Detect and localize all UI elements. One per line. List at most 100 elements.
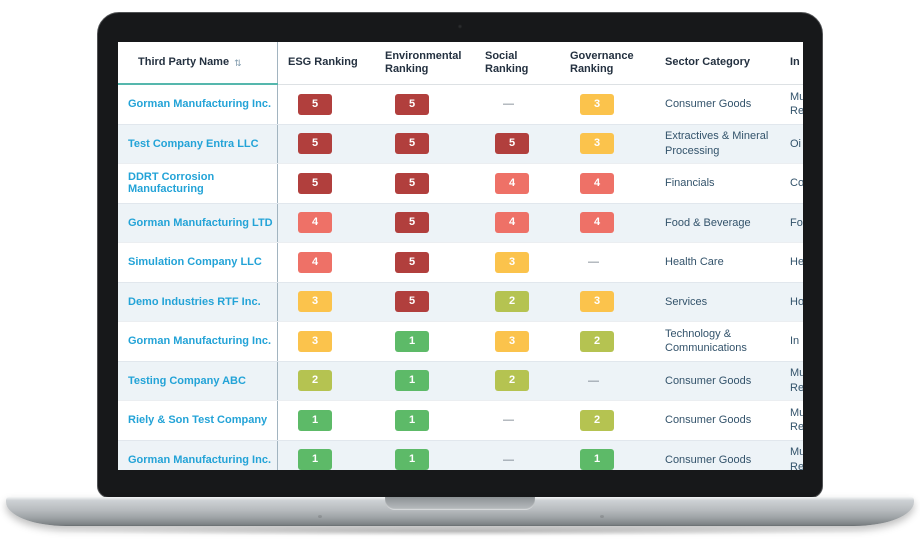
base-screw-dot	[318, 515, 322, 518]
social-ranking-cell: 3	[475, 330, 560, 352]
third-party-name-link[interactable]: Simulation Company LLC	[128, 256, 262, 269]
industry-text: Mu Re	[790, 367, 803, 394]
environmental-ranking-cell: 5	[375, 133, 475, 155]
industry-cell: Fo	[780, 216, 803, 230]
rank-badge: 5	[495, 133, 529, 155]
third-party-name-link[interactable]: Gorman Manufacturing LTD	[128, 216, 273, 229]
sector-category-cell: Extractives & Mineral Processing	[655, 129, 780, 158]
column-header-sector-category[interactable]: Sector Category	[665, 56, 750, 69]
rank-badge: 3	[495, 251, 529, 273]
sector-category-cell: Consumer Goods	[655, 374, 780, 388]
sector-category-cell: Consumer Goods	[655, 413, 780, 427]
esg-ranking-cell: 4	[278, 251, 375, 273]
esg-ranking-cell: 1	[278, 449, 375, 470]
industry-text: Mu Re	[790, 446, 803, 470]
sector-category-text: Services	[665, 295, 708, 308]
rank-badge: 4	[580, 172, 614, 194]
industry-cell: In	[780, 334, 803, 348]
third-party-name-link[interactable]: Gorman Manufacturing Inc.	[128, 453, 272, 466]
social-ranking-cell: 2	[475, 291, 560, 313]
social-ranking-cell: 5	[475, 133, 560, 155]
sector-category-cell: Services	[655, 295, 780, 309]
third-party-name-link[interactable]: Gorman Manufacturing Inc.	[128, 98, 272, 111]
rank-badge: 2	[495, 291, 529, 313]
industry-text: Fo	[790, 216, 803, 229]
industry-cell: Oi	[780, 137, 803, 151]
rank-badge: 2	[298, 370, 332, 392]
industry-cell: Mu Re	[780, 90, 803, 119]
industry-text: Mu Re	[790, 90, 803, 118]
social-ranking-cell: 4	[475, 212, 560, 234]
rank-badge: 5	[298, 93, 332, 115]
environmental-ranking-cell: 1	[375, 409, 475, 431]
esg-ranking-cell: 3	[278, 291, 375, 313]
rank-badge: 1	[395, 449, 429, 470]
esg-ranking-cell: 1	[278, 409, 375, 431]
no-rank-dash: —	[503, 414, 514, 427]
rank-badge: 1	[298, 449, 332, 470]
column-header-governance-ranking[interactable]: Governance Ranking	[570, 49, 634, 75]
column-header-third-party-name[interactable]: Third Party Name ⇅	[118, 42, 278, 84]
third-party-name-cell: Demo Industries RTF Inc.	[118, 282, 278, 321]
column-header-industry[interactable]: In	[790, 56, 800, 69]
rank-badge: 4	[495, 172, 529, 194]
third-party-name-link[interactable]: Riely & Son Test Company	[128, 414, 268, 427]
sector-category-text: Technology & Communications	[665, 327, 747, 355]
sector-category-text: Consumer Goods	[665, 414, 752, 427]
third-party-name-link[interactable]: Gorman Manufacturing Inc.	[128, 335, 272, 348]
environmental-ranking-cell: 1	[375, 449, 475, 470]
third-party-name-cell: Gorman Manufacturing Inc.	[118, 85, 278, 124]
screen-content: Third Party Name ⇅ ESG Ranking Environme…	[118, 42, 803, 470]
esg-ranking-cell: 5	[278, 93, 375, 115]
third-party-name-link[interactable]: Testing Company ABC	[128, 374, 246, 387]
rank-badge: 1	[395, 330, 429, 352]
third-party-name-cell: Riely & Son Test Company	[118, 401, 278, 440]
esg-ranking-cell: 4	[278, 212, 375, 234]
social-ranking-cell: —	[475, 98, 560, 110]
table-row: Gorman Manufacturing Inc. 3 1 3 2 Techno…	[118, 321, 803, 361]
social-ranking-cell: 4	[475, 172, 560, 194]
rank-badge: 3	[298, 291, 332, 313]
industry-text: Oi	[790, 137, 801, 150]
rank-badge: 5	[395, 291, 429, 313]
table-row: DDRT Corrosion Manufacturing 5 5 4 4 Fin…	[118, 163, 803, 203]
industry-text: Mu Re	[790, 406, 803, 434]
column-header-social-ranking[interactable]: Social Ranking	[485, 49, 529, 75]
industry-text: Ho	[790, 295, 803, 308]
industry-text: He	[790, 256, 803, 269]
sort-icon[interactable]: ⇅	[234, 57, 242, 68]
governance-ranking-cell: 3	[560, 93, 655, 115]
third-party-name-link[interactable]: Demo Industries RTF Inc.	[128, 295, 261, 308]
sector-category-text: Consumer Goods	[665, 453, 752, 466]
no-rank-dash: —	[588, 256, 599, 269]
column-header-esg-ranking[interactable]: ESG Ranking	[288, 56, 358, 69]
table-header-row: Third Party Name ⇅ ESG Ranking Environme…	[118, 42, 803, 85]
webcam-icon	[457, 24, 463, 29]
table-row: Demo Industries RTF Inc. 3 5 2 3 Service…	[118, 281, 803, 321]
environmental-ranking-cell: 1	[375, 330, 475, 352]
column-header-environmental-ranking[interactable]: Environmental Ranking	[385, 49, 462, 75]
rank-badge: 4	[298, 212, 332, 234]
rank-badge: 4	[580, 212, 614, 234]
environmental-ranking-cell: 5	[375, 291, 475, 313]
third-party-name-cell: Test Company Entra LLC	[118, 124, 278, 163]
third-party-name-cell: DDRT Corrosion Manufacturing	[118, 164, 278, 203]
governance-ranking-cell: —	[560, 375, 655, 387]
rank-badge: 3	[580, 133, 614, 155]
rank-badge: 4	[495, 212, 529, 234]
governance-ranking-cell: 2	[560, 409, 655, 431]
esg-ranking-cell: 2	[278, 370, 375, 392]
industry-cell: Mu Re	[780, 445, 803, 470]
esg-ranking-table: Third Party Name ⇅ ESG Ranking Environme…	[118, 42, 803, 470]
sector-category-text: Consumer Goods	[665, 374, 752, 387]
sector-category-cell: Consumer Goods	[655, 97, 780, 111]
third-party-name-link[interactable]: DDRT Corrosion Manufacturing	[128, 171, 215, 196]
table-row: Riely & Son Test Company 1 1 — 2 Consume…	[118, 400, 803, 440]
table-row: Testing Company ABC 2 1 2 — Consumer Goo…	[118, 360, 803, 400]
governance-ranking-cell: 4	[560, 212, 655, 234]
third-party-name-link[interactable]: Test Company Entra LLC	[128, 137, 259, 150]
social-ranking-cell: 2	[475, 370, 560, 392]
active-column-underline	[118, 83, 278, 85]
table-row: Simulation Company LLC 4 5 3 — Health Ca…	[118, 242, 803, 282]
